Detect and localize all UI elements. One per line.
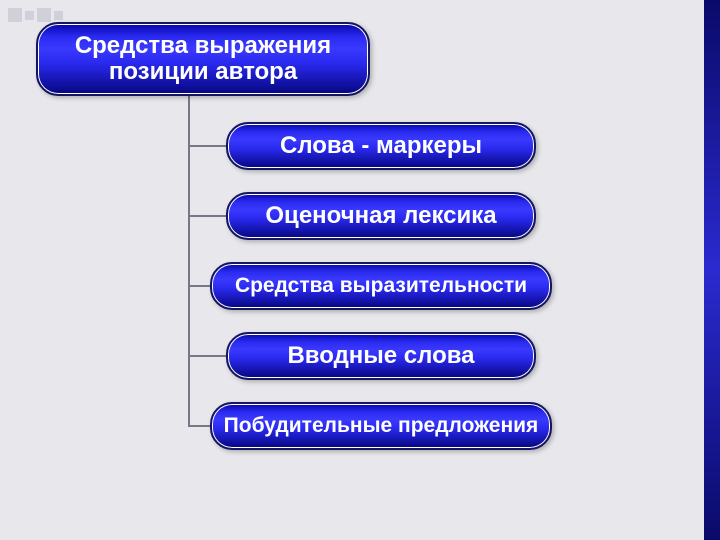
- child-node: Оценочная лексика: [226, 192, 536, 240]
- connector-branch: [188, 215, 226, 217]
- deco-square: [54, 11, 63, 20]
- root-label: Средства выражения позиции автора: [46, 33, 360, 86]
- connector-branch: [188, 425, 210, 427]
- child-label: Оценочная лексика: [265, 203, 496, 229]
- deco-square: [8, 8, 22, 22]
- child-label: Средства выразительности: [235, 274, 527, 297]
- corner-decoration: [8, 8, 63, 22]
- child-label: Вводные слова: [287, 343, 474, 369]
- child-label: Слова - маркеры: [280, 133, 482, 159]
- right-side-stripe: [704, 0, 720, 540]
- child-node: Средства выразительности: [210, 262, 552, 310]
- deco-square: [25, 11, 34, 20]
- connector-branch: [188, 355, 226, 357]
- child-node: Слова - маркеры: [226, 122, 536, 170]
- child-node: Вводные слова: [226, 332, 536, 380]
- root-node: Средства выражения позиции автора: [36, 22, 370, 96]
- connector-branch: [188, 285, 210, 287]
- child-label: Побудительные предложения: [224, 414, 539, 437]
- child-node: Побудительные предложения: [210, 402, 552, 450]
- connector-branch: [188, 145, 226, 147]
- deco-square: [37, 8, 51, 22]
